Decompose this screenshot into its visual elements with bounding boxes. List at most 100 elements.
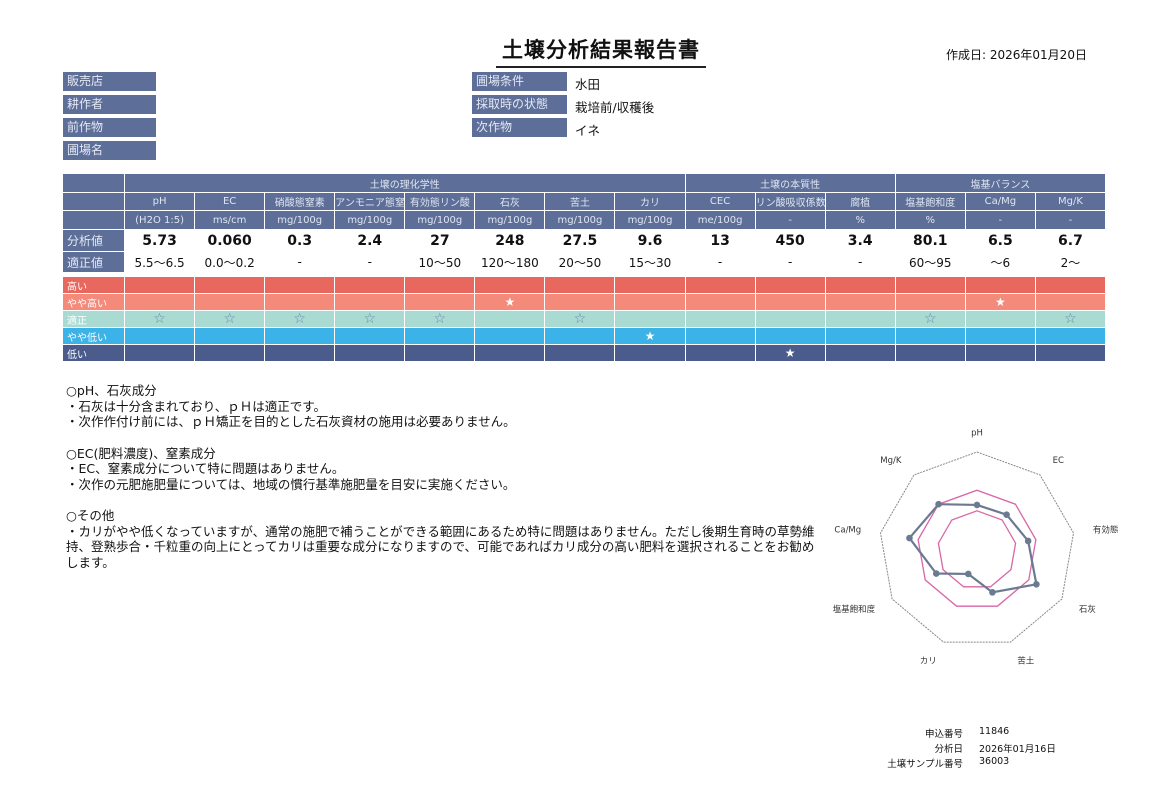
level-cell	[264, 293, 336, 311]
radar-point	[1003, 511, 1010, 519]
unit-cell: mg/100g	[614, 210, 686, 230]
level-cell	[684, 293, 756, 311]
range-cell: 〜6	[964, 251, 1036, 273]
range-cell: -	[264, 251, 336, 273]
info-label: 圃場条件	[472, 72, 567, 91]
radar-axis-label: カリ	[920, 657, 937, 667]
level-cell	[824, 327, 896, 345]
level-cell: ☆	[264, 310, 336, 328]
level-cell	[894, 293, 966, 311]
info-value: 水田	[575, 77, 601, 92]
column-header: Mg/K	[1034, 192, 1107, 211]
star-outline-icon: ☆	[924, 311, 937, 327]
value-cell: 248	[474, 229, 546, 252]
value-cell: 6.7	[1034, 229, 1107, 252]
comment-section: ○その他 ・カリがやや低くなっていますが、通常の施肥で補うことができる範囲にあるた…	[66, 508, 826, 570]
level-cell	[614, 310, 686, 328]
level-cell	[754, 327, 826, 345]
range-cell: 2〜	[1034, 251, 1107, 273]
radar-band-upper	[917, 489, 1037, 607]
unit-cell: mg/100g	[544, 210, 616, 230]
range-cell: -	[824, 251, 896, 273]
radar-axis-label: 苦土	[1017, 656, 1035, 667]
level-cell	[614, 293, 686, 311]
column-header: CEC	[684, 192, 756, 211]
column-header: リン酸吸収係数	[754, 192, 826, 211]
level-cell	[194, 293, 266, 311]
radar-axis-label: 塩基飽和度	[833, 604, 876, 615]
star-outline-icon: ☆	[363, 311, 377, 327]
radar-outer-ring	[879, 451, 1075, 643]
radar-axis-label: Mg/K	[880, 456, 902, 466]
level-row: やや高い ★ ★	[61, 293, 1107, 311]
created-label: 作成日:	[946, 48, 987, 62]
unit-cell: %	[894, 210, 966, 230]
value-cell: 80.1	[894, 229, 966, 252]
meta-value: 2026年01月16日	[979, 744, 1056, 755]
level-cell	[964, 327, 1036, 345]
level-cell	[124, 344, 196, 362]
radar-band-lower	[937, 510, 1017, 588]
info-value: 栽培前/収穫後	[575, 100, 655, 115]
comment-heading: ○pH、石灰成分	[66, 383, 157, 398]
unit-cell: ms/cm	[194, 210, 266, 230]
meta-label: 分析日	[934, 744, 963, 755]
column-header: pH	[124, 192, 196, 211]
value-row-label: 分析値	[61, 229, 126, 252]
unit-cell: mg/100g	[264, 210, 336, 230]
radar-axis-label: 石灰	[1079, 604, 1096, 615]
column-header: 腐植	[824, 192, 896, 211]
comment-line: ・次作の元肥施肥量については、地域の慣行基準施肥量を目安に実施ください。	[66, 476, 516, 492]
range-cell: 5.5〜6.5	[124, 251, 196, 273]
level-label: やや低い	[61, 327, 126, 345]
level-cell	[404, 293, 476, 311]
radar-point	[1033, 581, 1040, 588]
level-row: やや低い ★	[61, 327, 1107, 345]
star-icon: ★	[784, 346, 796, 360]
level-cell	[474, 310, 546, 328]
range-cell: -	[684, 251, 756, 273]
star-outline-icon: ☆	[293, 311, 306, 327]
info-label: 販売店	[63, 72, 156, 91]
level-cell	[964, 276, 1036, 294]
value-cell: 27	[404, 229, 476, 252]
level-row: 低い ★	[61, 344, 1107, 362]
column-header: 塩基飽和度	[894, 192, 966, 211]
info-value: イネ	[575, 123, 601, 138]
level-label: やや高い	[61, 293, 126, 311]
level-cell: ★	[964, 293, 1036, 311]
comment-section: ○pH、石灰成分 ・石灰は十分含まれており、ｐＨは適正です。 ・次作作付け前には、ｐ…	[66, 383, 826, 430]
unit-cell: (H2O 1:5)	[124, 210, 196, 230]
level-cell	[334, 344, 406, 362]
group-header: 土壌の本質性	[684, 173, 896, 193]
radar-point	[1024, 537, 1032, 545]
comment-section: ○EC(肥料濃度)、窒素成分 ・EC、窒素成分について特に問題はありません。 ・次作…	[66, 446, 826, 493]
level-cell: ☆	[194, 310, 266, 328]
info-label: 採取時の状態	[472, 95, 567, 114]
radar-axis-label: pH	[971, 428, 983, 438]
unit-cell: mg/100g	[334, 210, 406, 230]
level-cell	[754, 310, 826, 328]
level-cell	[334, 293, 406, 311]
info-label: 前作物	[63, 118, 156, 137]
column-header: カリ	[614, 192, 686, 211]
level-cell	[544, 344, 616, 362]
meta-value: 36003	[979, 756, 1010, 767]
level-row: 適正 ☆ ☆ ☆ ☆ ☆ ☆ ☆ ☆	[61, 310, 1107, 328]
comment-line: ・次作作付け前には、ｐＨ矯正を目的とした石灰資材の施用は必要ありません。	[66, 414, 516, 429]
level-cell	[124, 276, 196, 294]
level-cell: ☆	[404, 310, 476, 328]
level-cell	[194, 276, 266, 294]
level-cell	[404, 276, 476, 294]
star-outline-icon: ☆	[433, 311, 447, 327]
star-outline-icon: ☆	[573, 311, 587, 327]
level-cell	[474, 276, 546, 294]
radar-point	[906, 534, 913, 542]
unit-cell: mg/100g	[404, 210, 476, 230]
radar-point	[932, 570, 940, 577]
column-header: 有効態リン酸	[404, 192, 476, 211]
level-cell	[964, 344, 1036, 362]
unit-cell: mg/100g	[474, 210, 546, 230]
value-cell: 450	[754, 229, 826, 252]
